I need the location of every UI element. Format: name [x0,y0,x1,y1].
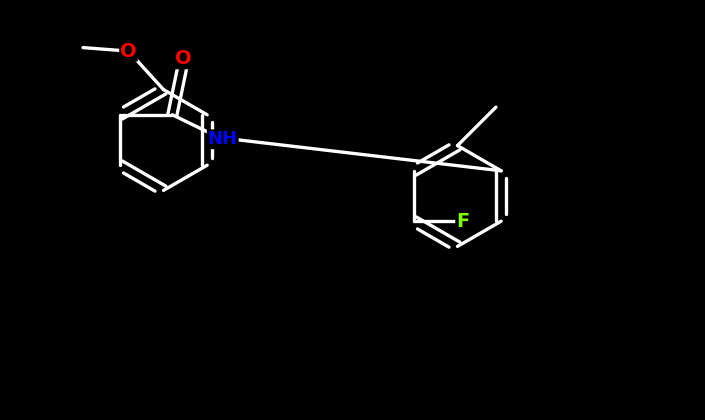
Text: NH: NH [208,130,238,148]
Text: F: F [456,212,470,231]
Text: O: O [175,49,191,68]
Text: O: O [120,42,137,60]
